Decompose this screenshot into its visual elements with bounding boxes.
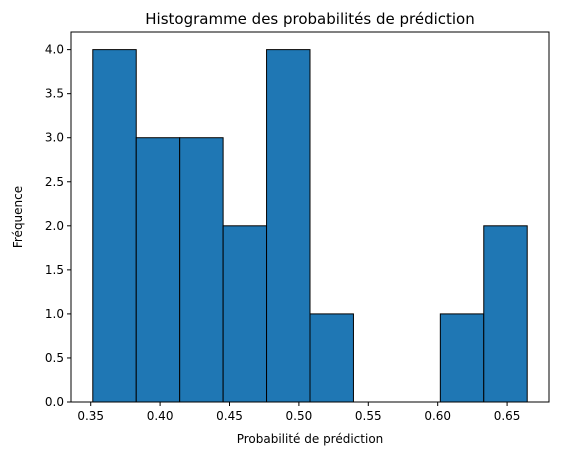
x-axis-label: Probabilité de prédiction	[237, 432, 384, 446]
y-tick-label: 2.5	[45, 175, 64, 189]
y-tick-label: 0.5	[45, 351, 64, 365]
x-tick-label: 0.45	[216, 409, 243, 423]
y-tick-label: 3.0	[45, 131, 64, 145]
y-axis-label: Fréquence	[11, 186, 25, 248]
histogram-bar-4	[266, 49, 311, 403]
histogram-bar-0	[92, 49, 137, 403]
y-tick-label: 3.5	[45, 87, 64, 101]
x-tick-label: 0.60	[424, 409, 451, 423]
y-axis-ticks: 0.0 0.5 1.0 1.5 2.0 2.5 3.0 3.5 4.0	[45, 43, 71, 409]
histogram-bar-1	[135, 137, 181, 403]
x-tick-label: 0.55	[355, 409, 382, 423]
y-tick-label: 2.0	[45, 219, 64, 233]
y-tick-label: 1.0	[45, 307, 64, 321]
x-tick-label: 0.35	[77, 409, 104, 423]
histogram-bar-2	[179, 137, 224, 403]
y-tick-label: 1.5	[45, 263, 64, 277]
x-tick-label: 0.50	[286, 409, 313, 423]
histogram-bar-9	[483, 225, 528, 403]
x-tick-label: 0.65	[494, 409, 521, 423]
histogram-bar-5	[309, 313, 354, 403]
x-axis-ticks: 0.35 0.40 0.45 0.50 0.55 0.60 0.65	[77, 402, 520, 423]
x-tick-label: 0.40	[147, 409, 174, 423]
plot-area-frame	[70, 31, 550, 403]
chart-title: Histogramme des probabilités de prédicti…	[145, 10, 475, 28]
histogram-bar-3	[222, 225, 268, 403]
bars-group	[92, 49, 528, 403]
histogram-bar-8	[439, 313, 485, 403]
y-tick-label: 4.0	[45, 43, 64, 57]
y-tick-label: 0.0	[45, 395, 64, 409]
